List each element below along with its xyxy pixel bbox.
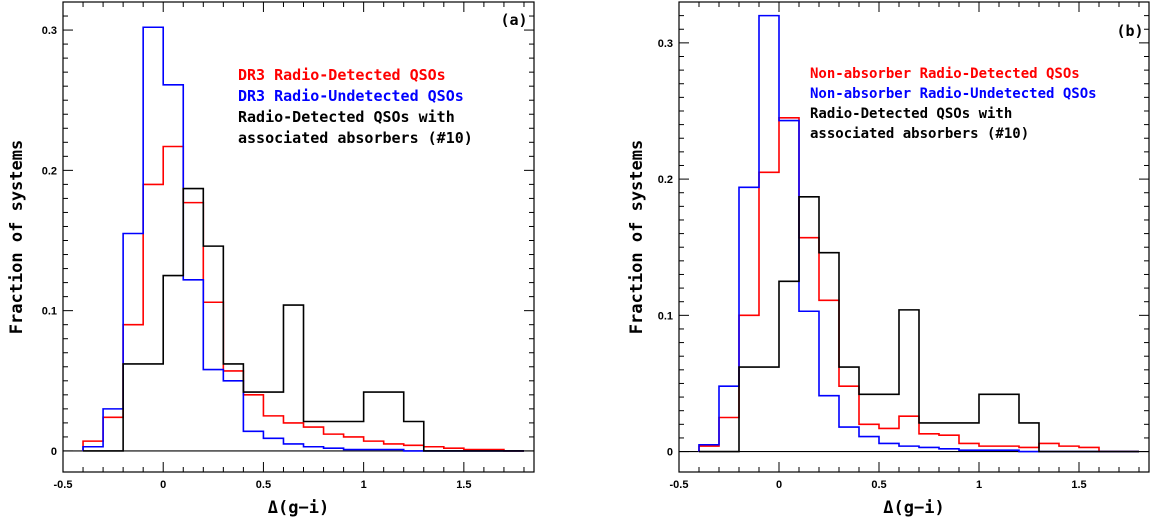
x-tick-label: 1 — [361, 479, 367, 491]
legend-entry: DR3 Radio-Detected QSOs — [238, 66, 446, 84]
chart-panel-b: -0.5 0 0.5 1 1.5 0 0.1 0.2 0.3 Δ(g−i) Fraction of … — [627, 1, 1150, 518]
y-tick-label: 0.3 — [658, 38, 673, 50]
series-line-0 — [82, 145, 524, 452]
legend-entry: Non-absorber Radio-Undetected QSOs — [810, 86, 1097, 102]
series-line-2 — [83, 187, 524, 452]
x-axis-label: Δ(g−i) — [883, 498, 944, 518]
y-tick-label: 0.2 — [42, 165, 57, 177]
panel-label: (b) — [1116, 22, 1143, 40]
y-axis-label: Fraction of systems — [7, 140, 27, 334]
x-axis-label: Δ(g−i) — [268, 498, 329, 518]
series-line-1 — [82, 26, 524, 452]
legend-entry: DR3 Radio-Undetected QSOs — [238, 87, 464, 105]
y-axis-label: Fraction of systems — [627, 140, 647, 334]
plot-frame — [678, 1, 1150, 473]
y-tick-label: 0 — [51, 446, 57, 458]
plot-frame — [62, 1, 535, 473]
chart-panel-a: -0.5 0 0.5 1 1.5 0 0.1 0.2 0.3 Δ(g−i) Fraction of … — [7, 1, 535, 518]
series-line-2 — [699, 196, 1139, 453]
series-line-1 — [698, 14, 1139, 453]
x-tick-label: 1 — [976, 479, 982, 491]
x-tick-label: -0.5 — [670, 479, 689, 491]
legend-entry: Non-absorber Radio-Detected QSOs — [810, 66, 1080, 82]
legend-entry: Radio-Detected QSOs with — [810, 106, 1012, 122]
x-tick-label: 1.5 — [1071, 479, 1086, 491]
x-tick-label: 0 — [776, 479, 782, 491]
legend-entry: Radio-Detected QSOs with — [238, 108, 455, 126]
x-tick-label: -0.5 — [54, 479, 73, 491]
x-tick-label: 0.5 — [871, 479, 886, 491]
x-tick-label: 1.5 — [456, 479, 471, 491]
y-tick-label: 0 — [667, 447, 673, 459]
y-tick-label: 0.1 — [42, 306, 57, 318]
legend-entry: associated absorbers (#10) — [810, 126, 1029, 142]
legend-entry: associated absorbers (#10) — [238, 129, 473, 147]
panel-label: (a) — [500, 11, 527, 29]
y-tick-label: 0.2 — [658, 174, 673, 186]
y-tick-label: 0.1 — [658, 310, 673, 322]
x-tick-label: 0 — [160, 479, 166, 491]
x-tick-label: 0.5 — [256, 479, 271, 491]
y-tick-label: 0.3 — [42, 25, 57, 37]
